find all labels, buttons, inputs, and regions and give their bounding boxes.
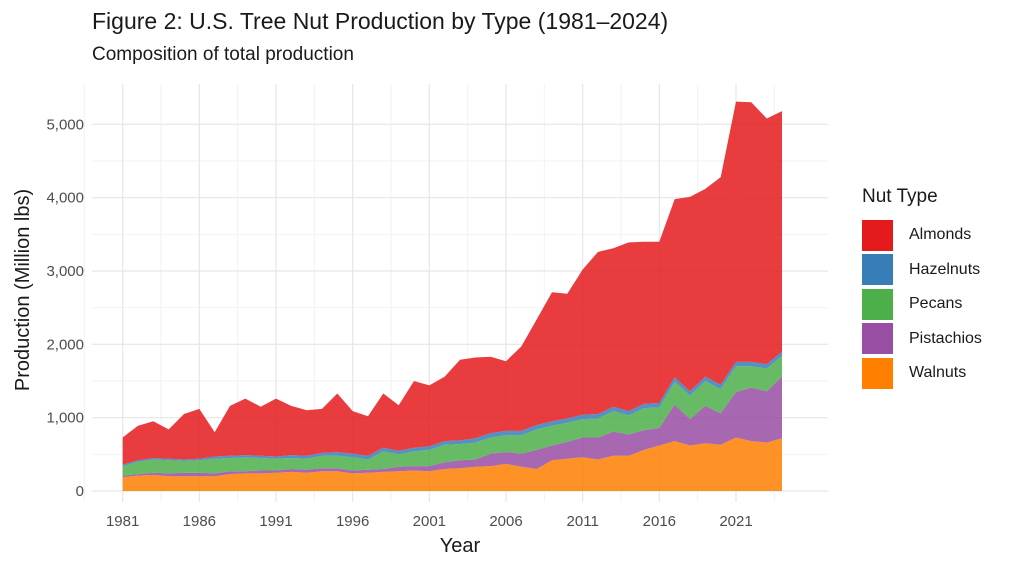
legend-label-pecans: Pecans [909,295,963,313]
legend-item-almonds: Almonds [862,218,982,253]
area-hazelnuts [122,351,782,467]
x-tick-label: 2001 [413,513,446,530]
y-tick-label: 2,000 [46,336,84,353]
legend-swatch-pistachios [862,323,893,355]
legend-swatch-pecans [862,288,893,320]
legend-label-walnuts: Walnuts [909,364,967,382]
legend-item-hazelnuts: Hazelnuts [862,253,982,288]
x-axis-title: Year [440,535,481,557]
x-tick-label: 1986 [183,513,216,530]
legend: Nut Type Almonds Hazelnuts Pecans Pistac… [862,186,982,391]
x-tick-label: 1996 [336,513,369,530]
x-tick-label: 2006 [489,513,522,530]
chart-subtitle: Composition of total production [92,44,354,65]
y-tick-label: 0 [76,483,84,500]
x-tick-label: 1981 [106,513,139,530]
legend-item-pecans: Pecans [862,287,982,322]
x-tick-label: 2016 [643,513,676,530]
y-tick-label: 3,000 [46,263,84,280]
x-tick-label: 2011 [567,513,599,530]
legend-label-pistachios: Pistachios [909,329,982,347]
y-tick-label: 4,000 [46,190,84,207]
y-tick-label: 1,000 [46,410,84,427]
legend-item-walnuts: Walnuts [862,356,982,391]
area-walnuts [122,437,782,491]
y-tick-label: 5,000 [46,116,84,133]
area-pistachios [122,376,782,478]
legend-swatch-hazelnuts [862,254,893,286]
legend-label-hazelnuts: Hazelnuts [909,260,981,278]
legend-swatch-walnuts [862,357,893,389]
legend-swatch-almonds [862,219,893,251]
y-axis-title: Production (Million lbs) [12,189,34,391]
x-tick-label: 2021 [719,513,752,530]
legend-item-pistachios: Pistachios [862,322,982,357]
legend-title: Nut Type [862,186,938,207]
x-tick-label: 1991 [259,513,292,530]
legend-label-almonds: Almonds [909,226,972,244]
chart-title: Figure 2: U.S. Tree Nut Production by Ty… [92,8,669,34]
area-almonds [122,101,782,465]
area-pecans [122,356,782,476]
